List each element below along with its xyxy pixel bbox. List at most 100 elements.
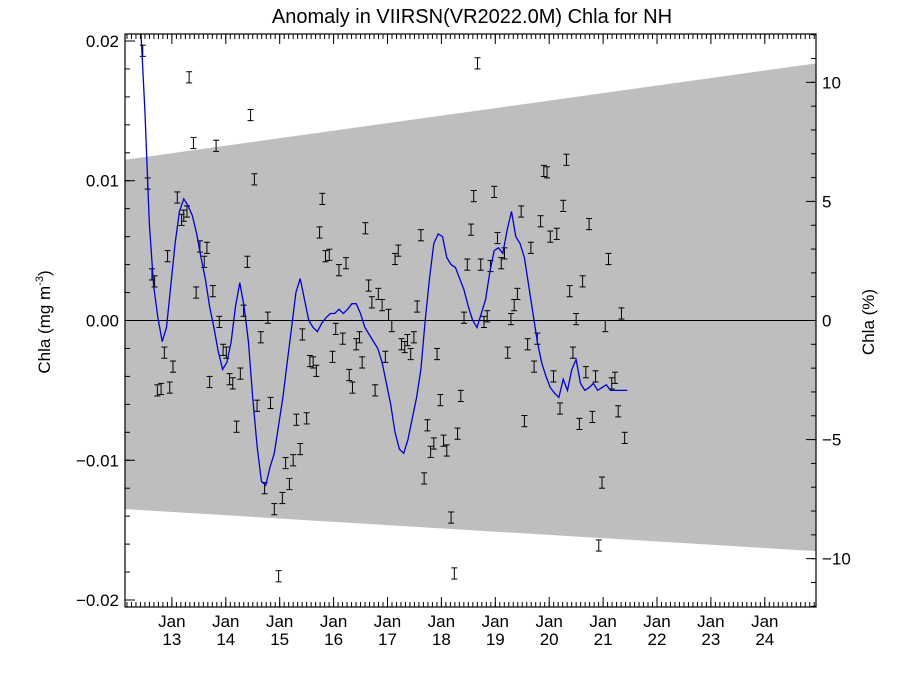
data-point — [332, 322, 339, 335]
data-point — [468, 223, 475, 236]
data-point — [190, 136, 197, 150]
x-tick-label-year: 15 — [270, 630, 289, 649]
data-point — [267, 396, 274, 410]
data-point — [443, 444, 450, 457]
data-point — [566, 285, 573, 298]
data-point — [527, 241, 534, 254]
data-point — [335, 264, 342, 277]
data-point — [521, 415, 528, 428]
data-point — [247, 108, 254, 122]
data-point — [365, 279, 372, 292]
data-point — [424, 419, 431, 432]
data-point — [421, 472, 428, 485]
plot-content — [125, 13, 816, 583]
x-tick-label-month: Jan — [482, 612, 509, 631]
data-point — [569, 346, 576, 359]
data-point — [161, 346, 168, 359]
data-point — [615, 405, 622, 418]
x-tick-label-month: Jan — [428, 612, 455, 631]
data-point — [297, 442, 304, 456]
data-point — [310, 356, 317, 369]
data-point — [582, 366, 589, 379]
x-tick-label-year: 14 — [216, 630, 235, 649]
y-tick-label-left: 0.02 — [86, 32, 119, 51]
data-point — [257, 331, 264, 344]
x-tick-label-year: 17 — [378, 630, 397, 649]
data-point — [414, 300, 421, 313]
chart-title: Anomaly in VIIRSN(VR2022.0M) Chla for NH — [272, 6, 672, 28]
data-point — [193, 286, 200, 299]
data-point — [556, 402, 563, 415]
data-point — [398, 338, 405, 351]
y-tick-label-right: 5 — [822, 192, 831, 211]
data-point — [251, 173, 258, 186]
data-point — [474, 57, 481, 70]
x-tick-label-year: 21 — [594, 630, 613, 649]
data-point — [319, 192, 326, 206]
data-point — [388, 320, 395, 333]
data-point — [464, 258, 471, 271]
data-point — [164, 250, 171, 263]
axes: 0.020.010.00−0.01−0.021050−5−10Jan13Jan1… — [76, 32, 851, 649]
data-point — [368, 296, 375, 309]
data-point — [491, 185, 498, 199]
data-point — [589, 410, 596, 424]
y-tick-label-right: −10 — [822, 550, 851, 569]
data-point — [382, 350, 389, 363]
data-point — [595, 539, 602, 552]
y-axis-label-left: Chla (mg m-3) — [34, 270, 54, 373]
data-point — [407, 347, 414, 361]
data-point — [353, 338, 360, 351]
data-point — [498, 257, 505, 270]
x-tick-label-month: Jan — [374, 612, 401, 631]
data-point — [410, 331, 417, 344]
data-point — [229, 377, 236, 390]
y-tick-label-left: −0.01 — [76, 451, 119, 470]
data-point — [470, 190, 477, 203]
x-tick-label-month: Jan — [751, 612, 778, 631]
data-point — [404, 333, 411, 347]
y-tick-label-right: 0 — [822, 312, 831, 331]
x-tick-label-month: Jan — [589, 612, 616, 631]
data-point — [237, 367, 244, 380]
data-point — [201, 255, 208, 268]
data-point — [427, 445, 434, 458]
data-point — [592, 370, 599, 383]
data-point — [279, 491, 286, 505]
data-point — [379, 299, 386, 312]
data-point — [480, 315, 487, 328]
data-point — [209, 285, 216, 298]
data-point — [430, 437, 437, 450]
data-point — [329, 350, 336, 363]
data-point — [477, 258, 484, 271]
data-point — [306, 354, 313, 368]
data-point — [451, 567, 458, 580]
data-point — [372, 384, 379, 397]
data-point — [605, 252, 612, 266]
y-tick-label-right: −5 — [822, 431, 841, 450]
data-point — [216, 315, 223, 328]
x-tick-label-month: Jan — [643, 612, 670, 631]
data-point — [599, 476, 606, 489]
x-tick-label-month: Jan — [212, 612, 239, 631]
data-point — [158, 382, 165, 396]
data-point — [507, 313, 514, 326]
data-point — [326, 248, 333, 261]
data-point — [313, 364, 320, 377]
data-point — [137, 13, 143, 24]
y-tick-label-left: 0.00 — [86, 312, 119, 331]
data-point — [461, 311, 468, 324]
data-point — [180, 209, 187, 222]
data-point — [226, 373, 233, 386]
x-tick-label-year: 23 — [701, 630, 720, 649]
data-point — [254, 399, 261, 412]
data-point — [220, 343, 227, 356]
data-point — [244, 255, 251, 268]
data-point — [286, 477, 293, 491]
data-point — [484, 310, 491, 323]
data-point — [271, 503, 278, 516]
y-tick-label-right: 10 — [822, 73, 841, 92]
data-point — [537, 215, 544, 228]
data-point — [342, 257, 349, 270]
data-point — [547, 230, 554, 243]
